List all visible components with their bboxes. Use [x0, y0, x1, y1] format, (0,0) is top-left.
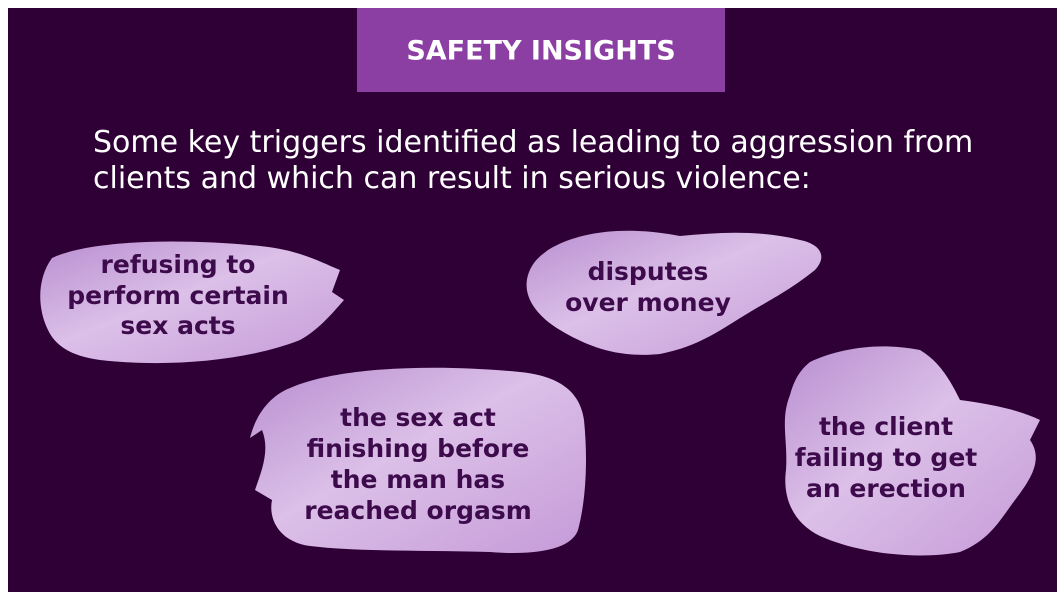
trigger-line: the sex act	[340, 403, 496, 432]
trigger-line: over money	[565, 288, 731, 317]
slide: SAFETY INSIGHTS Some key triggers identi…	[0, 0, 1063, 600]
trigger-line: disputes	[588, 257, 709, 286]
trigger-line: finishing before	[307, 434, 530, 463]
trigger-line: the client	[819, 412, 953, 441]
title: SAFETY INSIGHTS	[406, 36, 675, 67]
trigger-line: perform certain	[67, 281, 289, 310]
intro-line: Some key triggers identified as leading …	[93, 125, 973, 160]
trigger-line: reached orgasm	[304, 496, 532, 525]
trigger-line: sex acts	[120, 311, 235, 340]
intro-line: clients and which can result in serious …	[93, 161, 811, 196]
trigger-line: an erection	[806, 474, 966, 503]
trigger-line: refusing to	[101, 250, 256, 279]
trigger-line: failing to get	[795, 443, 978, 472]
trigger-line: the man has	[331, 465, 505, 494]
